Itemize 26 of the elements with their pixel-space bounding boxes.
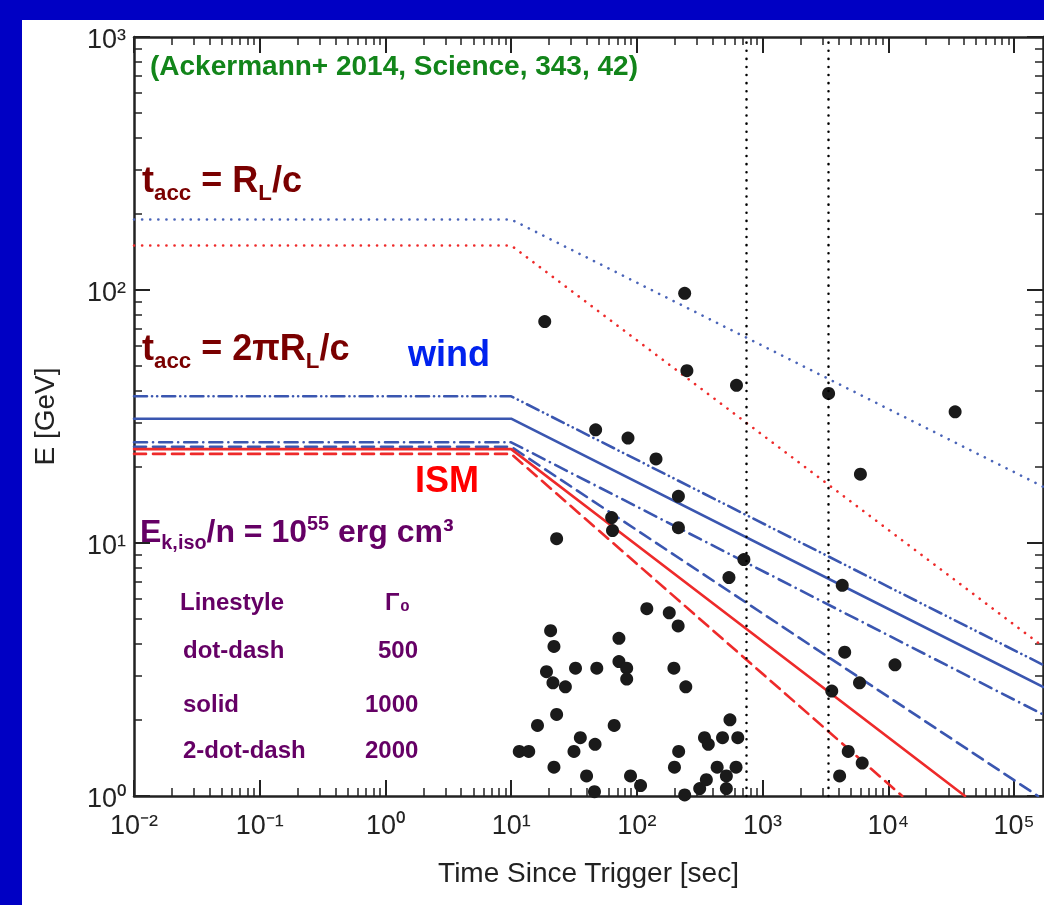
annotation: wind [408, 333, 490, 374]
x-tick-label: 10² [617, 809, 657, 840]
y-tick-label: 10¹ [86, 529, 126, 560]
annotation: 2000 [365, 736, 419, 763]
annotation: t$_{acc}$ = 2πR$_{L}$/c [142, 327, 350, 374]
x-tick-label: 10⁰ [365, 809, 405, 840]
annotation: dot-dash [183, 636, 285, 663]
x-tick-label: 10⁴ [867, 809, 910, 840]
annotation: solid [183, 690, 240, 717]
annotation: E$_{k,iso}$/n = 10$^{55}$ erg cm³ [140, 512, 454, 554]
annotation: 1000 [365, 690, 419, 717]
x-axis-title: Time Since Trigger [sec] [438, 856, 739, 888]
annotation: Linestyle [180, 588, 285, 615]
annotation: 500 [378, 636, 419, 663]
y-axis-title: E [GeV] [28, 367, 60, 466]
annotation: Γ₀ [385, 588, 411, 615]
y-tick-label: 10³ [86, 23, 126, 54]
x-tick-label: 10¹ [491, 809, 531, 840]
annotation: 2-dot-dash [183, 736, 306, 763]
annotation: ISM [415, 459, 480, 500]
annotation: t$_{acc}$ = R$_{L}$/c [142, 159, 302, 206]
x-tick-label: 10⁻¹ [235, 809, 284, 840]
x-tick-label: 10⁵ [993, 809, 1035, 840]
y-tick-label: 10² [86, 276, 126, 307]
annotation: (Ackermann+ 2014, Science, 343, 42) [150, 50, 638, 81]
x-tick-label: 10³ [743, 809, 783, 840]
